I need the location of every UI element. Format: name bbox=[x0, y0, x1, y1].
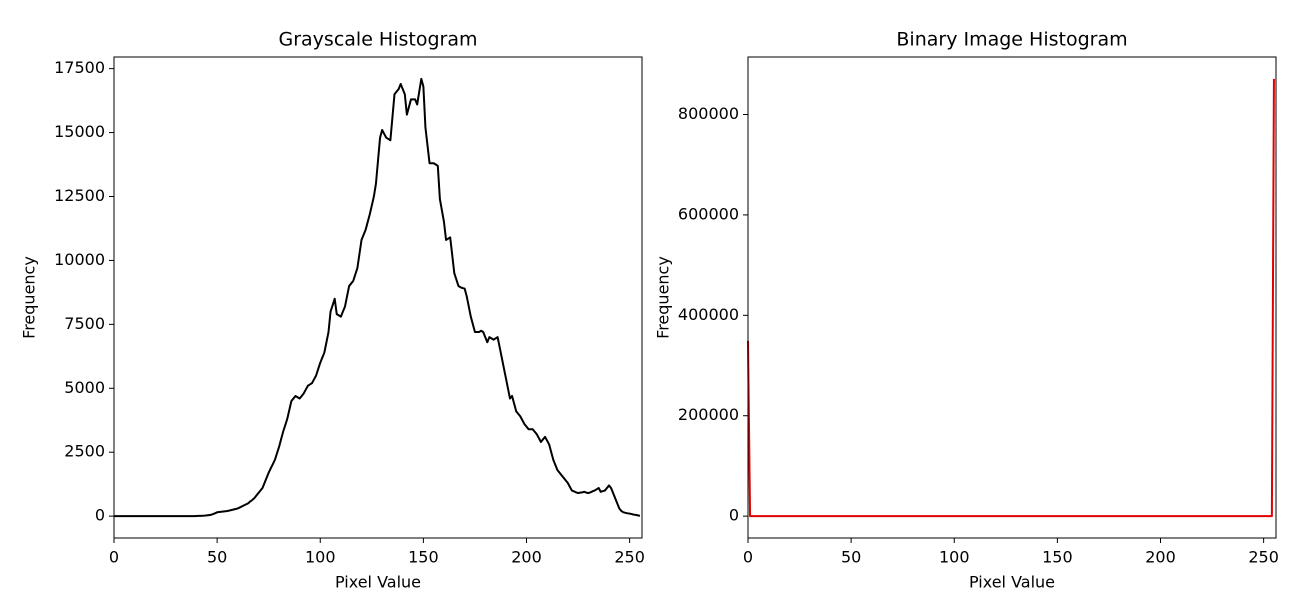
y-tick-label: 12500 bbox=[54, 186, 105, 205]
x-tick-label: 150 bbox=[408, 548, 439, 567]
y-tick-label: 17500 bbox=[54, 58, 105, 77]
axes-frame bbox=[113, 56, 643, 539]
y-tick-label: 5000 bbox=[64, 378, 105, 397]
x-tick-label: 100 bbox=[939, 548, 970, 567]
y-tick-label: 15000 bbox=[54, 122, 105, 141]
x-tick-label: 50 bbox=[207, 548, 227, 567]
y-tick-label: 400000 bbox=[678, 305, 739, 324]
x-tick-label: 0 bbox=[743, 548, 753, 567]
x-tick-label: 200 bbox=[511, 548, 542, 567]
y-tick-label: 800000 bbox=[678, 104, 739, 123]
y-tick-label: 600000 bbox=[678, 204, 739, 223]
x-tick-label: 50 bbox=[841, 548, 861, 567]
x-axis-label: Pixel Value bbox=[969, 573, 1055, 592]
x-axis-label: Pixel Value bbox=[335, 573, 421, 592]
axes-frame bbox=[747, 56, 1277, 539]
x-tick-label: 100 bbox=[305, 548, 336, 567]
y-tick-label: 0 bbox=[95, 506, 105, 525]
chart-title: Grayscale Histogram bbox=[279, 29, 478, 51]
y-tick-label: 200000 bbox=[678, 405, 739, 424]
chart-title: Binary Image Histogram bbox=[896, 29, 1127, 51]
x-tick-label: 200 bbox=[1145, 548, 1176, 567]
x-tick-label: 250 bbox=[614, 548, 645, 567]
y-tick-label: 0 bbox=[729, 506, 739, 525]
histogram-line bbox=[114, 77, 641, 518]
y-axis-label: Frequency bbox=[20, 256, 39, 339]
x-tick-label: 150 bbox=[1042, 548, 1073, 567]
histogram-line bbox=[747, 78, 1275, 518]
x-tick-label: 0 bbox=[109, 548, 119, 567]
x-tick-label: 250 bbox=[1248, 548, 1279, 567]
y-tick-label: 10000 bbox=[54, 250, 105, 269]
y-axis-label: Frequency bbox=[654, 256, 673, 339]
y-tick-label: 7500 bbox=[64, 314, 105, 333]
y-tick-label: 2500 bbox=[64, 442, 105, 461]
